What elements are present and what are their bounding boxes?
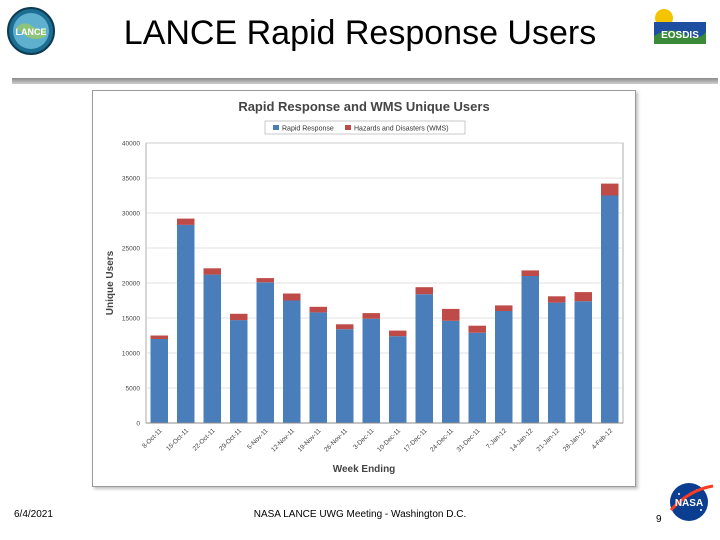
bar-rapid-response [150,339,168,423]
footer-meeting: NASA LANCE UWG Meeting - Washington D.C. [253,509,467,520]
bar-hazards-wms [442,308,460,321]
bar-rapid-response [389,336,407,423]
footer-date: 6/4/2021 [14,509,53,520]
x-tick-label: 8-Oct-11 [141,427,164,450]
x-axis-label: Week Ending [333,464,396,475]
bar-rapid-response [203,274,221,423]
lance-logo-text: LANCE [16,27,47,37]
legend-swatch [345,125,351,130]
x-tick-label: 12-Nov-11 [270,427,296,453]
nasa-logo-text: NASA [675,498,703,509]
chart-legend: Rapid Response Hazards and Disasters (WMS… [264,120,466,135]
bar-rapid-response [442,320,460,423]
x-tick-label: 28-Jan-12 [562,427,588,453]
bar-rapid-response [521,276,539,423]
x-tick-label: 7-Jan-12 [485,427,508,450]
eosdis-logo: EOSDIS [650,6,710,52]
unique-users-chart: Rapid Response and WMS Unique Users Rapi… [105,99,624,475]
legend-entry: Hazards and Disasters (WMS) [354,126,449,133]
bar-rapid-response [468,332,486,423]
x-tick-label: 17-Dec-11 [403,427,429,453]
bar-rapid-response [230,320,248,423]
bar-rapid-response [415,294,433,423]
bar-rapid-response [601,195,619,423]
y-tick-label: 40000 [122,141,140,148]
bar-rapid-response [548,302,566,423]
bar-hazards-wms [468,325,486,333]
chart-frame: Rapid Response and WMS Unique Users Rapi… [92,90,636,487]
chart-title: Rapid Response and WMS Unique Users [238,99,489,114]
bar-hazards-wms [389,330,407,337]
y-tick-label: 10000 [122,351,140,358]
bar-rapid-response [336,329,354,423]
bar-hazards-wms [309,306,327,313]
x-tick-label: 31-Dec-11 [456,427,482,453]
bar-hazards-wms [336,324,354,330]
x-tick-label: 3-Dec-11 [352,427,376,451]
bar-rapid-response [495,311,513,423]
bar-rapid-response [256,282,274,423]
bar-rapid-response [309,312,327,423]
x-tick-label: 10-Dec-11 [376,427,402,453]
legend-box [264,120,466,135]
bar-hazards-wms [601,183,619,196]
x-tick-label: 24-Dec-11 [429,427,455,453]
bar-hazards-wms [150,335,168,339]
bar-hazards-wms [256,278,274,283]
y-tick-label: 5000 [126,386,141,393]
x-tick-label: 15-Oct-11 [165,427,190,452]
title-divider [12,78,718,84]
x-tick-label: 29-Oct-11 [218,427,243,452]
x-tick-label: 4-Feb-12 [591,427,615,451]
y-tick-label: 35000 [122,176,140,183]
x-tick-label: 22-Oct-11 [192,427,217,452]
bar-rapid-response [177,224,195,423]
bar-hazards-wms [362,313,380,319]
y-tick-label: 25000 [122,246,140,253]
page-number: 9 [656,514,662,525]
y-axis-label: Unique Users [105,250,116,315]
bar-rapid-response [362,318,380,423]
bar-hazards-wms [177,218,195,225]
legend-entry: Rapid Response [282,126,334,133]
x-tick-label: 21-Jan-12 [536,427,562,453]
y-tick-label: 30000 [122,211,140,218]
slide-title: LANCE Rapid Response Users [123,14,597,52]
x-tick-label: 5-Nov-11 [246,427,270,451]
x-tick-label: 14-Jan-12 [509,427,535,453]
y-tick-label: 0 [136,421,140,428]
bar-hazards-wms [415,287,433,295]
bar-rapid-response [574,301,592,423]
bar-hazards-wms [203,268,221,275]
eosdis-logo-text: EOSDIS [661,30,699,41]
bar-hazards-wms [574,292,592,302]
bar-hazards-wms [548,296,566,303]
y-tick-label: 15000 [122,316,140,323]
y-tick-label: 20000 [122,281,140,288]
x-tick-label: 19-Nov-11 [297,427,323,453]
x-tick-label: 26-Nov-11 [323,427,349,453]
bar-hazards-wms [495,305,513,311]
bar-rapid-response [283,300,301,423]
legend-swatch [273,125,279,130]
bar-hazards-wms [521,270,539,276]
nasa-logo: NASA [665,480,717,524]
lance-logo: LANCE [6,6,56,56]
bar-hazards-wms [283,293,301,301]
bar-hazards-wms [230,313,248,321]
